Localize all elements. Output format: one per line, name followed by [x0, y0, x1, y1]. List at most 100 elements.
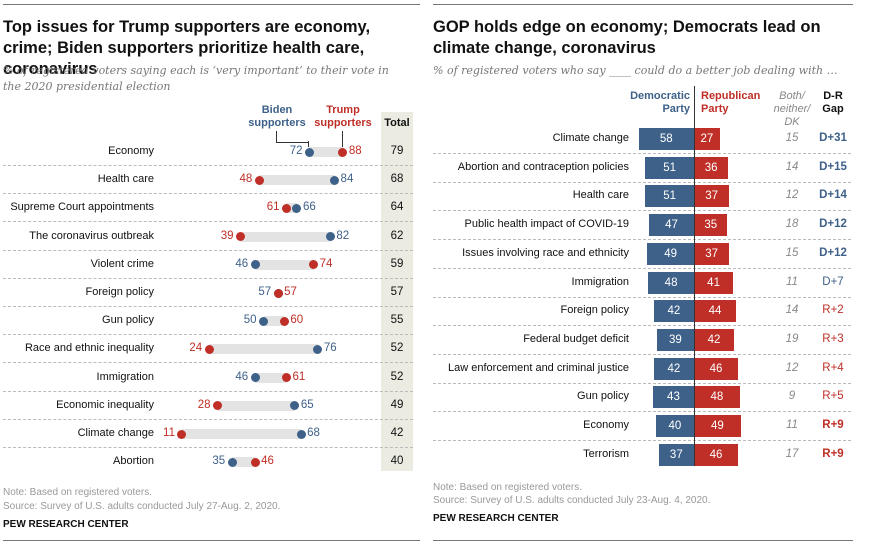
bottom-rule: [433, 540, 853, 541]
gap-value: D+12: [819, 246, 847, 259]
top-rule: [3, 4, 420, 5]
trump-value: 61: [292, 370, 306, 383]
range-bar: [259, 175, 335, 186]
trump-value: 61: [266, 201, 280, 214]
row-label: Abortion: [113, 455, 154, 468]
row-divider: [433, 296, 851, 298]
dem-bar: 49: [647, 242, 694, 265]
dem-bar: 51: [645, 156, 694, 179]
row-divider: [433, 325, 851, 327]
row-divider: [3, 418, 413, 420]
row-label: The coronavirus outbreak: [29, 229, 154, 242]
rep-bar: 27: [694, 128, 720, 150]
gap-value: R+5: [822, 390, 844, 403]
trump-dot: [254, 175, 264, 185]
header-both: Both/ neither/ DK: [773, 90, 811, 128]
dem-bar: 37: [658, 443, 694, 466]
biden-dot: [292, 203, 302, 213]
zero-axis: [694, 86, 695, 466]
range-bar: [240, 231, 331, 242]
rep-bar: 36: [694, 156, 729, 179]
total-value: 59: [390, 257, 404, 270]
range-bar: [255, 372, 287, 383]
trump-value: 74: [319, 257, 333, 270]
both-value: 18: [785, 218, 799, 231]
biden-value: 84: [340, 173, 354, 186]
row-divider: [3, 249, 413, 251]
range-bar: [255, 259, 314, 270]
header-gap: D-R Gap: [822, 90, 844, 115]
rep-bar: 37: [694, 242, 730, 265]
gap-value: D+31: [819, 132, 847, 144]
biden-value: 35: [212, 455, 226, 468]
range-bar: [286, 203, 297, 214]
total-value: 40: [390, 455, 404, 468]
range-bar: [232, 457, 256, 468]
row-divider: [433, 267, 851, 269]
biden-value: 82: [336, 229, 350, 242]
trump-dot: [338, 147, 348, 157]
range-bar: [309, 147, 343, 157]
row-label: Health care: [97, 173, 154, 186]
both-value: 17: [785, 447, 799, 460]
biden-value: 57: [258, 286, 272, 298]
gap-value: R+2: [822, 304, 844, 317]
rep-bar: 49: [694, 415, 741, 437]
dem-bar: 47: [649, 214, 694, 237]
row-divider: [433, 210, 851, 212]
gap-value: D+12: [819, 218, 847, 231]
total-value: 49: [390, 398, 404, 411]
range-bar: [181, 429, 302, 439]
trump-dot: [281, 203, 291, 213]
rep-bar: 46: [694, 357, 738, 380]
row-divider: [3, 390, 413, 392]
row-divider: [3, 306, 413, 307]
dem-bar: 42: [653, 357, 694, 380]
row-label: Gun policy: [102, 314, 154, 327]
row-label: Abortion and contraception policies: [457, 160, 629, 173]
trump-dot: [273, 288, 283, 298]
total-value: 52: [390, 342, 404, 355]
gap-value: R+3: [822, 332, 844, 345]
trump-dot: [177, 429, 187, 439]
trump-leader-line: [342, 131, 343, 147]
row-divider: [3, 277, 413, 279]
trump-dot: [204, 344, 214, 354]
trump-dot: [309, 260, 319, 270]
row-divider: [433, 382, 851, 384]
both-value: 19: [785, 332, 799, 345]
row-label: Health care: [572, 189, 629, 202]
top-rule: [433, 4, 853, 5]
biden-value: 50: [243, 314, 257, 327]
total-value: 57: [390, 286, 404, 298]
biden-value: 46: [235, 370, 249, 383]
both-value: 15: [785, 132, 799, 144]
biden-dot: [325, 232, 335, 242]
biden-value: 76: [323, 342, 337, 355]
dem-bar: 40: [655, 415, 694, 437]
row-label: Race and ethnic inequality: [24, 342, 154, 355]
gap-value: R+4: [822, 361, 844, 374]
rep-bar: 46: [694, 443, 738, 466]
legend-total: Total: [384, 117, 410, 129]
biden-dot: [250, 373, 260, 383]
chart-subtitle: % of registered voters saying each is ‘v…: [3, 64, 389, 93]
row-label: Economy: [583, 419, 629, 431]
row-label: Immigration: [96, 370, 154, 383]
trump-dot: [250, 457, 260, 467]
row-divider: [3, 193, 413, 195]
total-value: 64: [390, 201, 404, 214]
row-label: Foreign policy: [560, 304, 629, 317]
row-label: Violent crime: [90, 257, 154, 270]
rep-bar: 42: [694, 328, 735, 351]
biden-leader-line: [276, 131, 309, 143]
trump-value: 24: [189, 342, 203, 355]
both-value: 14: [785, 160, 799, 173]
rep-bar: 37: [694, 185, 730, 208]
biden-dot: [290, 401, 300, 411]
range-bar: [209, 344, 318, 355]
range-bar: [263, 316, 285, 327]
row-label: Supreme Court appointments: [10, 201, 154, 214]
trump-value: 60: [290, 314, 304, 327]
range-bar: [217, 400, 295, 411]
